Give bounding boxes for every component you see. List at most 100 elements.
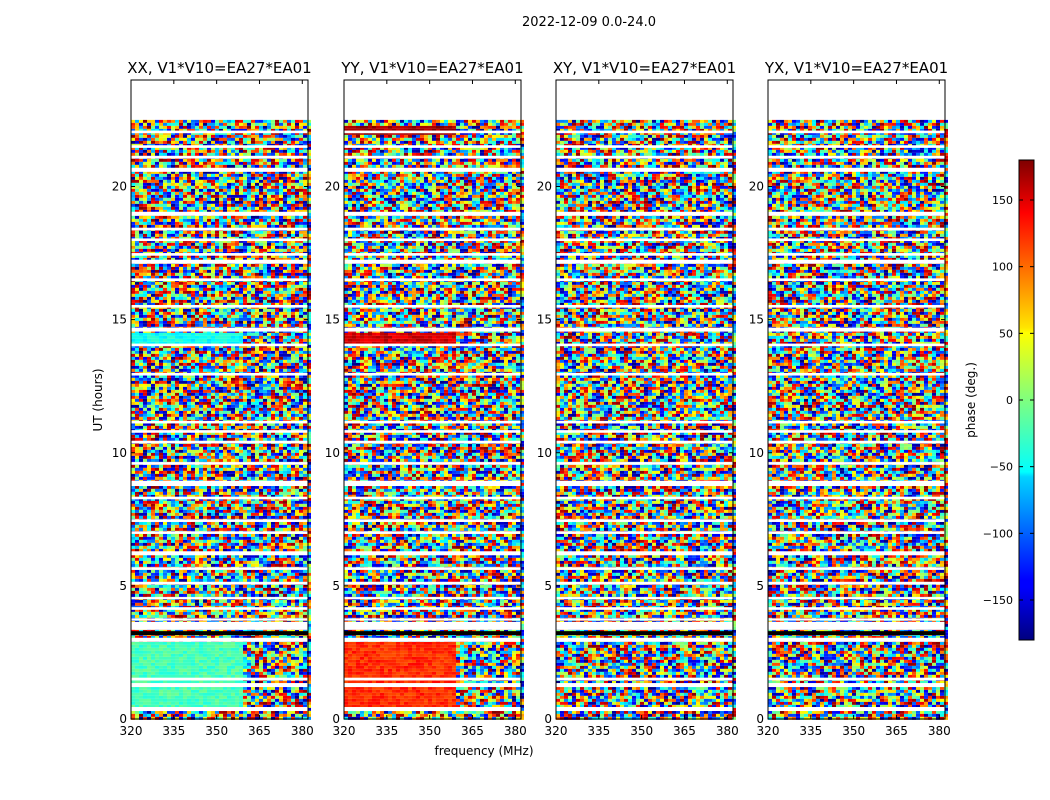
flagged-band: [344, 278, 521, 282]
flagged-band: [556, 683, 733, 688]
flagged-band: [131, 531, 308, 534]
flagged-band: [131, 496, 308, 500]
flagged-band: [344, 677, 521, 681]
panel-yx: YX, V1*V10=EA27*EA01 320 335 350 365 380 0 5 10 1…: [749, 59, 951, 738]
x-tick-label: 320: [545, 724, 568, 738]
flagged-band: [556, 130, 733, 134]
flagged-band: [556, 631, 733, 636]
panel-title: YX, V1*V10=EA27*EA01: [764, 59, 948, 77]
flagged-bands: [556, 130, 733, 712]
flagged-band: [556, 304, 733, 308]
x-tick-label: 350: [418, 724, 441, 738]
flagged-band: [768, 440, 945, 444]
flagged-band: [131, 618, 308, 621]
colorbar-tick-label: 50: [999, 327, 1013, 340]
y-tick-label: 15: [537, 313, 552, 327]
flagged-band: [344, 155, 521, 159]
flagged-band: [556, 343, 733, 347]
flagged-band: [768, 259, 945, 264]
colorbar-ticks: −150 −100 −50 0 50 100 150: [983, 194, 1034, 607]
x-tick-label: 320: [757, 724, 780, 738]
flagged-band: [344, 167, 521, 172]
flagged-band: [768, 618, 945, 621]
flagged-band: [556, 253, 733, 256]
flagged-band: [768, 211, 945, 216]
panel-frame: [555, 79, 734, 720]
flagged-band: [768, 238, 945, 242]
flagged-band: [344, 637, 521, 642]
flagged-band: [344, 211, 521, 216]
flagged-band: [768, 372, 945, 376]
flagged-band: [556, 155, 733, 159]
x-tick-label: 335: [162, 724, 185, 738]
flagged-band: [131, 253, 308, 256]
flagged-band: [556, 420, 733, 424]
colorbar-label: phase (deg.): [964, 362, 978, 438]
flagged-band: [768, 462, 945, 465]
flagged-band: [556, 496, 733, 500]
colorbar-tick-label: −50: [990, 461, 1013, 474]
flagged-band: [131, 637, 308, 642]
flagged-band: [344, 567, 521, 570]
panel-title: XY, V1*V10=EA27*EA01: [553, 59, 736, 77]
flagged-band: [131, 130, 308, 134]
x-tick-label: 335: [375, 724, 398, 738]
flagged-band: [344, 551, 521, 556]
y-tick-label: 10: [537, 446, 552, 460]
flagged-band: [131, 278, 308, 282]
y-tick-label: 5: [544, 579, 552, 593]
flagged-band: [768, 621, 945, 630]
colorbar-tick-label: 0: [1006, 394, 1013, 407]
flagged-band: [131, 167, 308, 172]
flagged-band: [344, 130, 521, 134]
flagged-band: [131, 304, 308, 308]
flagged-band: [768, 145, 945, 148]
flagged-band: [131, 677, 308, 681]
flagged-band: [131, 631, 308, 636]
flagged-band: [556, 238, 733, 242]
flagged-band: [768, 677, 945, 681]
colorbar-tick-label: −100: [983, 527, 1013, 540]
flagged-band: [768, 155, 945, 159]
flagged-band: [556, 621, 733, 630]
y-tick-label: 10: [112, 446, 127, 460]
flagged-band: [344, 462, 521, 465]
flagged-band: [556, 430, 733, 433]
flagged-band: [131, 227, 308, 231]
flagged-bands: [131, 130, 308, 712]
panel-title: YY, V1*V10=EA27*EA01: [340, 59, 523, 77]
phase-cells: [344, 119, 524, 720]
flagged-band: [344, 618, 521, 621]
flagged-band: [344, 480, 521, 487]
flagged-band: [768, 597, 945, 600]
phase-cells: [556, 119, 736, 720]
y-tick-label: 20: [112, 180, 127, 194]
flagged-band: [768, 637, 945, 642]
flagged-band: [344, 420, 521, 424]
y-tick-label: 20: [325, 180, 340, 194]
y-tick-label: 15: [325, 313, 340, 327]
flagged-band: [556, 567, 733, 570]
flagged-band: [131, 420, 308, 424]
flagged-band: [344, 227, 521, 231]
x-tick-label: 380: [291, 724, 314, 738]
y-tick-label: 15: [112, 313, 127, 327]
y-axis-label: UT (hours): [91, 368, 105, 431]
flagged-band: [768, 130, 945, 134]
y-tick-label: 5: [756, 579, 764, 593]
flagged-band: [768, 278, 945, 282]
colorbar: −150 −100 −50 0 50 100 150 phase (deg.): [964, 159, 1035, 641]
colorbar-tick-label: −150: [983, 594, 1013, 607]
flagged-band: [556, 531, 733, 534]
figure-suptitle: 2022-12-09 0.0-24.0: [522, 15, 656, 30]
flagged-band: [131, 551, 308, 556]
flagged-band: [131, 707, 308, 712]
phase-cells: [131, 119, 311, 720]
flagged-band: [556, 519, 733, 522]
flagged-band: [131, 621, 308, 630]
flagged-band: [556, 227, 733, 231]
flagged-band: [131, 430, 308, 433]
flagged-band: [344, 607, 521, 610]
y-tick-label: 0: [756, 712, 764, 726]
flagged-band: [344, 631, 521, 636]
